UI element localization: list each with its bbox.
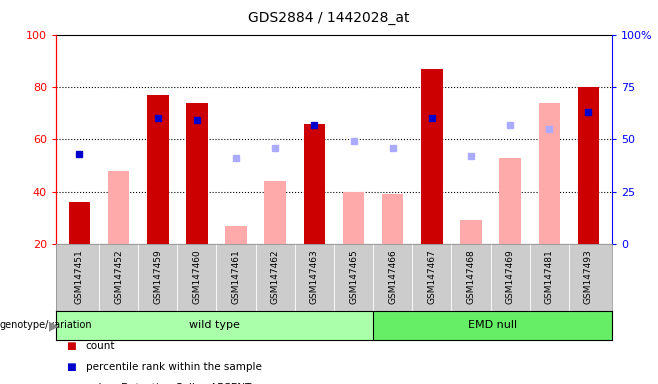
Text: count: count [86, 341, 115, 351]
Text: GSM147466: GSM147466 [388, 249, 397, 304]
Text: GDS2884 / 1442028_at: GDS2884 / 1442028_at [248, 11, 410, 25]
Text: EMD null: EMD null [468, 320, 517, 331]
Text: ■: ■ [66, 383, 76, 384]
Text: GSM147481: GSM147481 [545, 249, 554, 304]
Bar [56, 311, 373, 340]
Text: GSM147451: GSM147451 [75, 249, 84, 304]
Bar [147, 95, 168, 244]
Text: GSM147452: GSM147452 [114, 249, 123, 304]
Bar [538, 103, 560, 244]
Bar [343, 192, 365, 244]
Text: genotype/variation: genotype/variation [0, 320, 93, 331]
Text: ▶: ▶ [49, 319, 59, 332]
Bar [108, 170, 130, 244]
Text: wild type: wild type [189, 320, 240, 331]
Text: GSM147462: GSM147462 [270, 249, 280, 304]
Text: percentile rank within the sample: percentile rank within the sample [86, 362, 261, 372]
Bar [578, 87, 599, 244]
Bar [186, 103, 208, 244]
Text: GSM147461: GSM147461 [232, 249, 241, 304]
Bar [303, 124, 325, 244]
Text: GSM147468: GSM147468 [467, 249, 476, 304]
Bar [382, 194, 403, 244]
Bar [460, 220, 482, 244]
Text: GSM147467: GSM147467 [427, 249, 436, 304]
Bar [68, 202, 90, 244]
Text: GSM147465: GSM147465 [349, 249, 358, 304]
Bar [225, 225, 247, 244]
Text: value, Detection Call = ABSENT: value, Detection Call = ABSENT [86, 383, 251, 384]
Bar [265, 181, 286, 244]
Text: GSM147463: GSM147463 [310, 249, 319, 304]
Text: ■: ■ [66, 362, 76, 372]
Text: GSM147493: GSM147493 [584, 249, 593, 304]
Bar [421, 69, 443, 244]
Text: GSM147459: GSM147459 [153, 249, 163, 304]
Text: ■: ■ [66, 341, 76, 351]
Bar [499, 157, 521, 244]
Text: GSM147469: GSM147469 [505, 249, 515, 304]
Bar [373, 311, 612, 340]
Text: GSM147460: GSM147460 [192, 249, 201, 304]
